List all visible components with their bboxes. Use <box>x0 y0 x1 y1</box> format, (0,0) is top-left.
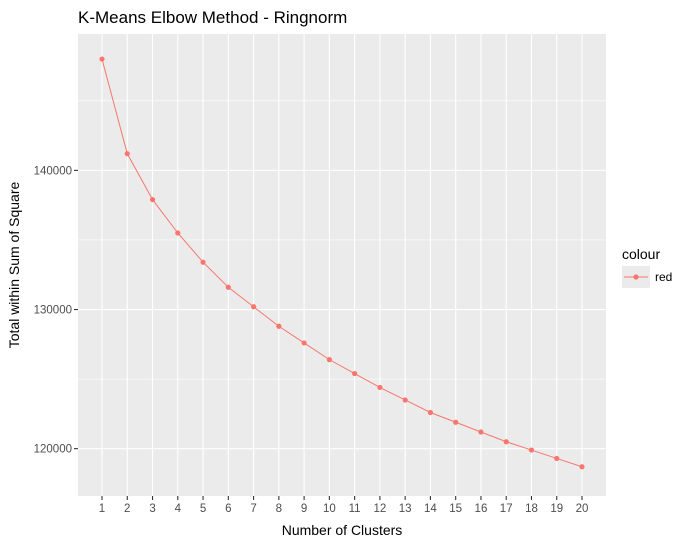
y-tick-label: 140000 <box>34 165 72 177</box>
x-tick-label: 14 <box>424 503 437 515</box>
data-point <box>124 151 130 157</box>
data-point <box>352 370 358 377</box>
x-tick-label: 20 <box>576 503 589 515</box>
y-axis-title: Total within Sum of Square <box>6 182 22 349</box>
data-point <box>149 196 156 203</box>
x-tick-label: 5 <box>200 503 206 515</box>
x-tick-label: 10 <box>323 503 336 515</box>
chart-title: K-Means Elbow Method - Ringnorm <box>78 8 347 27</box>
data-point <box>326 357 332 363</box>
x-tick-label: 6 <box>225 503 231 515</box>
data-point <box>377 384 383 391</box>
data-point <box>175 230 181 236</box>
x-tick-label: 9 <box>301 503 307 515</box>
data-point <box>99 56 105 62</box>
x-tick-label: 12 <box>373 503 386 515</box>
legend-label-red: red <box>655 270 672 284</box>
y-tick-label: 130000 <box>34 305 72 317</box>
legend-key-point <box>633 274 639 280</box>
data-point <box>478 429 484 435</box>
major-gridlines <box>78 34 606 496</box>
data-point <box>276 323 282 329</box>
data-point <box>250 304 257 310</box>
y-axis: 120000 130000 140000 <box>34 165 78 456</box>
x-tick-label: 17 <box>500 503 513 515</box>
legend: colour red <box>622 246 672 288</box>
data-point <box>200 259 206 265</box>
x-tick-label: 11 <box>349 503 361 515</box>
x-axis: 1 2 3 4 5 6 7 8 9 10 11 12 13 14 15 16 17 18 19 20 <box>99 496 589 515</box>
x-tick-label: 8 <box>276 503 282 515</box>
x-tick-label: 19 <box>550 503 563 515</box>
y-tick-label: 120000 <box>34 444 72 456</box>
data-point <box>301 340 307 346</box>
x-tick-label: 7 <box>250 503 256 515</box>
x-tick-label: 2 <box>124 503 130 515</box>
data-point <box>453 419 459 425</box>
minor-gridlines <box>78 100 606 380</box>
data-point <box>579 464 585 470</box>
series-line-red <box>101 58 583 468</box>
x-tick-label: 1 <box>99 503 105 515</box>
data-point <box>503 439 509 445</box>
data-point <box>528 447 535 453</box>
x-axis-title: Number of Clusters <box>282 522 403 538</box>
x-tick-label: 3 <box>149 503 155 515</box>
x-tick-label: 15 <box>449 503 462 515</box>
data-point <box>225 284 231 290</box>
data-point <box>554 455 560 462</box>
x-tick-label: 4 <box>175 503 182 515</box>
data-point <box>427 409 434 416</box>
plot-panel <box>78 34 606 496</box>
series-layer <box>99 56 585 470</box>
x-tick-label: 18 <box>525 503 538 515</box>
x-tick-label: 13 <box>399 503 412 515</box>
legend-title: colour <box>622 246 660 262</box>
x-tick-label: 16 <box>475 503 488 515</box>
data-point <box>402 397 408 403</box>
